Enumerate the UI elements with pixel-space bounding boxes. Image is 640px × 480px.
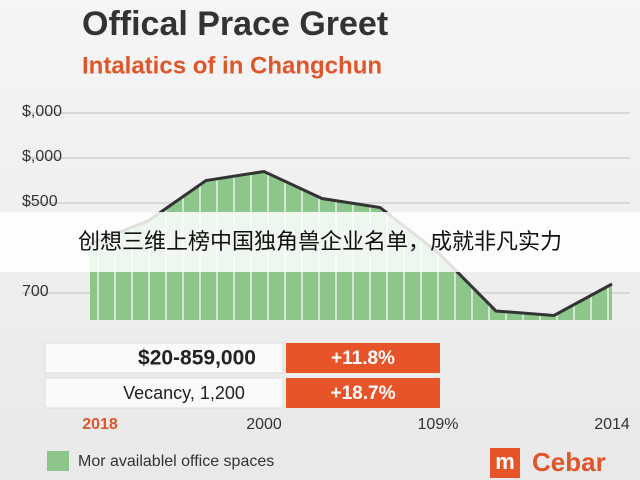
logo-text: Cebar — [532, 447, 606, 477]
stat-box — [44, 342, 284, 374]
stat-change: +18.7% — [331, 383, 396, 404]
banner-text: 创想三维上榜中国独角兽企业名单，成就非凡实力 — [78, 229, 562, 254]
stat-change-box — [286, 343, 440, 373]
stat-label: Vecancy, 1,200 — [123, 383, 245, 403]
stat-box — [44, 377, 284, 409]
stat-label: $20-859,000 — [138, 347, 256, 370]
x-tick-label: 109% — [418, 416, 459, 433]
x-tick-label: 2000 — [246, 416, 282, 433]
y-tick-label: $,000 — [22, 148, 62, 165]
stat-change-box — [286, 378, 440, 408]
banner-background — [0, 212, 640, 272]
legend-label: Mor availablel office spaces — [78, 453, 274, 470]
legend-swatch — [47, 451, 69, 471]
y-tick-label: $,000 — [22, 103, 62, 120]
line — [89, 169, 613, 318]
subtitle: Intalatics of in Changchun — [82, 52, 382, 79]
x-tick-label: 2014 — [594, 416, 630, 433]
logo: m Cebar — [490, 447, 606, 478]
title: Offical Prace Greet — [82, 5, 388, 43]
logo-icon-box — [490, 448, 520, 478]
stat-change: +11.8% — [331, 348, 395, 369]
y-tick-label: $500 — [22, 193, 58, 210]
stats: $20-859,000 +11.8% Vecancy, 1,200 +18.7% — [44, 342, 440, 409]
logo-icon: m — [495, 449, 515, 474]
y-tick-label: 700 — [22, 283, 49, 300]
x-tick-label: 2018 — [82, 416, 118, 433]
